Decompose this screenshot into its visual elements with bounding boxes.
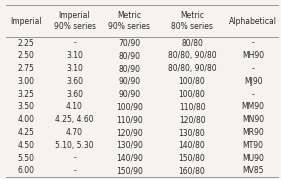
Text: 3.60: 3.60 xyxy=(66,90,83,99)
Text: 100/80: 100/80 xyxy=(179,77,205,86)
Text: -: - xyxy=(73,154,76,163)
Text: 140/90: 140/90 xyxy=(116,154,143,163)
Text: -: - xyxy=(252,90,255,99)
Text: Imperial
90% series: Imperial 90% series xyxy=(54,11,96,31)
Text: MN90: MN90 xyxy=(242,115,264,124)
Text: 4.10: 4.10 xyxy=(66,102,83,112)
Text: 90/90: 90/90 xyxy=(118,90,140,99)
Text: 130/80: 130/80 xyxy=(179,128,205,137)
Text: 120/80: 120/80 xyxy=(179,115,205,124)
Text: Alphabetical: Alphabetical xyxy=(229,16,277,26)
Text: Metric
90% series: Metric 90% series xyxy=(108,11,150,31)
Text: 130/90: 130/90 xyxy=(116,141,143,150)
Text: 140/80: 140/80 xyxy=(179,141,205,150)
Text: MH90: MH90 xyxy=(242,51,264,60)
Text: 110/90: 110/90 xyxy=(116,115,143,124)
Text: 90/90: 90/90 xyxy=(118,77,140,86)
Text: 100/90: 100/90 xyxy=(116,102,143,112)
Text: 120/90: 120/90 xyxy=(116,128,143,137)
Text: 3.60: 3.60 xyxy=(66,77,83,86)
Text: -: - xyxy=(252,39,255,48)
Text: MT90: MT90 xyxy=(243,141,264,150)
Text: 160/80: 160/80 xyxy=(179,166,205,175)
Text: 80/80: 80/80 xyxy=(181,39,203,48)
Text: Imperial: Imperial xyxy=(10,16,42,26)
Text: 100/80: 100/80 xyxy=(179,90,205,99)
Text: 150/90: 150/90 xyxy=(116,166,143,175)
Text: 3.25: 3.25 xyxy=(17,90,34,99)
Text: 4.70: 4.70 xyxy=(66,128,83,137)
Text: 4.25: 4.25 xyxy=(17,128,34,137)
Text: 6.00: 6.00 xyxy=(17,166,35,175)
Text: 4.25, 4.60: 4.25, 4.60 xyxy=(55,115,94,124)
Text: MV85: MV85 xyxy=(243,166,264,175)
Text: -: - xyxy=(252,64,255,73)
Text: 110/80: 110/80 xyxy=(179,102,205,112)
Text: 80/90: 80/90 xyxy=(118,51,140,60)
Text: 2.75: 2.75 xyxy=(17,64,34,73)
Text: 3.00: 3.00 xyxy=(17,77,35,86)
Text: 4.50: 4.50 xyxy=(17,141,35,150)
Text: MR90: MR90 xyxy=(242,128,264,137)
Text: 80/80, 90/80: 80/80, 90/80 xyxy=(168,64,216,73)
Text: 4.00: 4.00 xyxy=(17,115,35,124)
Text: MJ90: MJ90 xyxy=(244,77,262,86)
Text: 3.10: 3.10 xyxy=(66,64,83,73)
Text: 2.50: 2.50 xyxy=(17,51,34,60)
Text: -: - xyxy=(73,166,76,175)
Text: 3.50: 3.50 xyxy=(17,102,35,112)
Text: 5.50: 5.50 xyxy=(17,154,35,163)
Text: 70/90: 70/90 xyxy=(118,39,140,48)
Text: MU90: MU90 xyxy=(242,154,264,163)
Text: MM90: MM90 xyxy=(242,102,265,112)
Text: -: - xyxy=(73,39,76,48)
Text: 150/80: 150/80 xyxy=(179,154,205,163)
Text: 5.10, 5.30: 5.10, 5.30 xyxy=(55,141,94,150)
Text: Metric
80% series: Metric 80% series xyxy=(171,11,213,31)
Text: 80/90: 80/90 xyxy=(118,64,140,73)
Text: 2.25: 2.25 xyxy=(18,39,34,48)
Text: 3.10: 3.10 xyxy=(66,51,83,60)
Text: 80/80, 90/80: 80/80, 90/80 xyxy=(168,51,216,60)
